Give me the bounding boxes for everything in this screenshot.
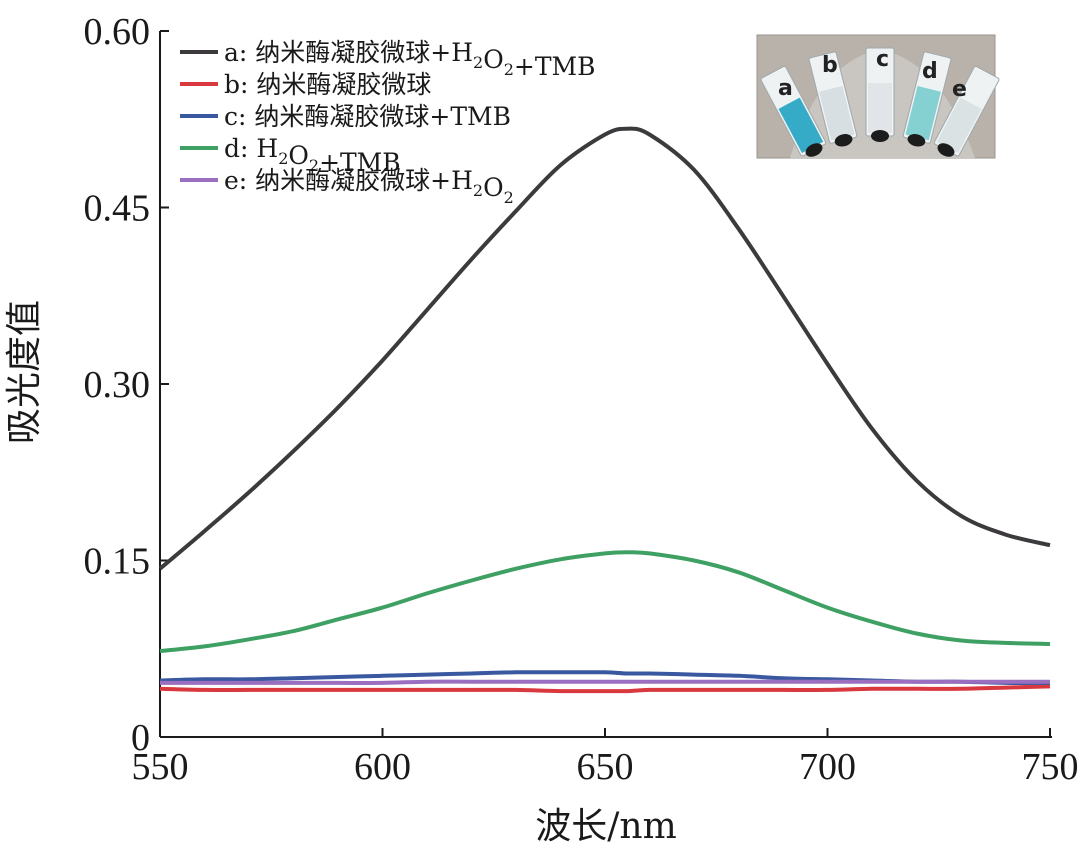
cuvette-label-e: e — [952, 77, 967, 102]
y-tick-label: 0 — [131, 717, 150, 759]
legend-label-a: a: 纳米酶凝胶微球+H2O2+TMB — [224, 38, 596, 81]
cuvette-c — [865, 47, 895, 142]
cuvette-d — [902, 51, 952, 147]
series-line-d — [159, 550, 1051, 654]
legend-label-b: b: 纳米酶凝胶微球 — [224, 70, 431, 99]
x-axis-title: 波长/nm — [535, 806, 676, 847]
cuvette-a — [760, 65, 827, 157]
y-tick-label: 0.45 — [84, 188, 151, 230]
x-tick-label: 750 — [1022, 746, 1079, 788]
inset-photo: a b c de — [756, 34, 1000, 159]
series-line-a — [158, 126, 1051, 571]
x-tick-label: 550 — [132, 746, 189, 788]
cuvette-label-b: b — [822, 53, 838, 78]
x-tick-label: 650 — [577, 746, 634, 788]
x-tick-label: 600 — [354, 746, 411, 788]
cuvette-e — [933, 65, 1000, 157]
legend-label-e: e: 纳米酶凝胶微球+H2O2 — [224, 166, 514, 207]
cuvette-label-d: d — [922, 59, 938, 84]
series-line-b — [159, 684, 1051, 694]
y-tick-label: 0.15 — [84, 541, 151, 583]
series-line-e — [160, 679, 1050, 685]
legend-label-d: d: H2O2+TMB — [224, 134, 401, 177]
cuvette-b — [808, 51, 858, 147]
x-tick-label: 700 — [799, 746, 856, 788]
y-axis-title: 吸光度值 — [4, 300, 45, 444]
y-tick-label: 0.30 — [84, 364, 151, 406]
cuvette-label-a: a — [778, 76, 793, 101]
y-tick-label: 0.60 — [84, 11, 151, 53]
legend-label-c: c: 纳米酶凝胶微球+TMB — [224, 102, 511, 131]
cuvette-label-c: c — [876, 47, 889, 72]
